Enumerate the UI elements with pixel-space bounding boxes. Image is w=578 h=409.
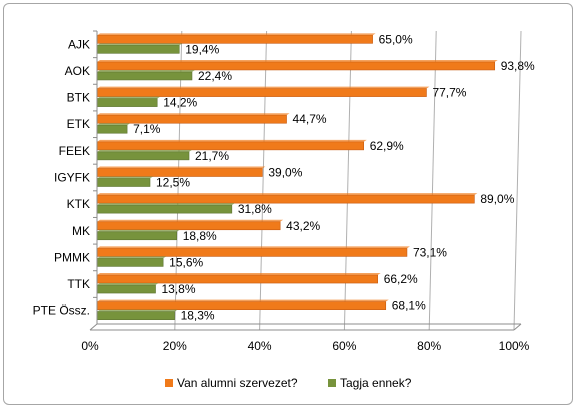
legend-swatch-van-alumni (165, 379, 173, 387)
bar-top-face (97, 299, 389, 302)
bar-top-face (97, 309, 178, 312)
gridline (428, 30, 437, 331)
legend-label-van-alumni: Van alumni szervezet? (177, 376, 298, 390)
category-label: IGYFK (54, 171, 90, 185)
bar-top-face (97, 203, 235, 206)
bar (96, 231, 178, 241)
data-label: 89,0% (480, 192, 514, 206)
gridline (513, 30, 522, 331)
x-tick-label: 80% (417, 339, 441, 353)
legend-label-tagja: Tagja ennek? (340, 376, 412, 390)
category-label: FEEK (59, 144, 90, 158)
bar-top-face (97, 149, 193, 152)
data-label: 14,2% (163, 96, 197, 110)
data-label: 18,8% (183, 229, 217, 243)
bar (96, 35, 373, 44)
bar-top-face (97, 59, 498, 62)
category-label: PTE Össz. (33, 304, 90, 318)
category-label: MK (72, 224, 90, 238)
bar-top-face (97, 193, 478, 196)
bar-top-face (97, 123, 131, 126)
legend-swatch-tagja (328, 379, 336, 387)
bar (96, 274, 378, 284)
bar (96, 141, 364, 151)
bar (96, 151, 190, 161)
bar-top-face (97, 256, 167, 259)
bar (96, 114, 287, 124)
bar (96, 311, 175, 320)
data-label: 68,1% (392, 299, 426, 313)
data-label: 21,7% (195, 149, 229, 163)
data-label: 15,6% (169, 255, 203, 269)
category-label: TTK (67, 277, 90, 291)
bar-top-face (97, 273, 381, 276)
data-label: 18,3% (181, 309, 215, 323)
data-label: 22,4% (198, 69, 232, 83)
x-tick-label: 40% (248, 339, 272, 353)
bar-top-face (97, 113, 290, 116)
bar-top-face (97, 246, 410, 249)
bar-top-face (97, 229, 180, 232)
bar-top-face (97, 96, 161, 99)
bar-top-face (97, 43, 183, 46)
data-label: 19,4% (185, 42, 219, 56)
data-label: 39,0% (268, 166, 302, 180)
bar (96, 204, 233, 214)
bar (96, 45, 180, 54)
bar (96, 61, 496, 71)
bar (96, 258, 164, 267)
bar-top-face (97, 166, 266, 169)
x-tick-label: 60% (332, 339, 356, 353)
bar-top-face (97, 33, 376, 36)
bar (96, 124, 128, 134)
bar-top-face (97, 69, 195, 72)
category-label: AOK (65, 64, 90, 78)
x-tick-label: 20% (163, 339, 187, 353)
x-tick-label: 0% (81, 339, 99, 353)
category-label: AJK (68, 37, 90, 51)
bar (96, 178, 151, 187)
category-label: BTK (67, 91, 90, 105)
data-label: 66,2% (384, 272, 418, 286)
data-label: 77,7% (432, 86, 466, 100)
bar-top-face (97, 283, 159, 286)
bar (96, 88, 427, 97)
data-label: 93,8% (501, 59, 535, 73)
floor-right-edge (513, 323, 522, 331)
x-tick-label: 100% (499, 339, 530, 353)
bar (96, 248, 408, 257)
bar-top-face (97, 176, 153, 179)
data-label: 43,2% (286, 219, 320, 233)
bar (96, 301, 387, 310)
data-label: 65,0% (379, 32, 413, 46)
bar (96, 194, 475, 204)
bar-top-face (97, 139, 367, 142)
bar (96, 98, 158, 107)
data-label: 7,1% (133, 122, 161, 136)
data-label: 44,7% (293, 112, 327, 126)
bar-top-face (97, 219, 284, 222)
data-label: 73,1% (413, 245, 447, 259)
bar (96, 71, 193, 81)
data-label: 31,8% (238, 202, 272, 216)
data-label: 62,9% (370, 139, 404, 153)
category-label: ETK (67, 117, 90, 131)
floor-left-edge (89, 323, 98, 331)
data-label: 13,8% (162, 282, 196, 296)
category-label: KTK (67, 197, 90, 211)
bar (96, 284, 156, 294)
data-label: 12,5% (156, 176, 190, 190)
category-label: PMMK (54, 250, 90, 264)
bar-top-face (97, 86, 430, 89)
